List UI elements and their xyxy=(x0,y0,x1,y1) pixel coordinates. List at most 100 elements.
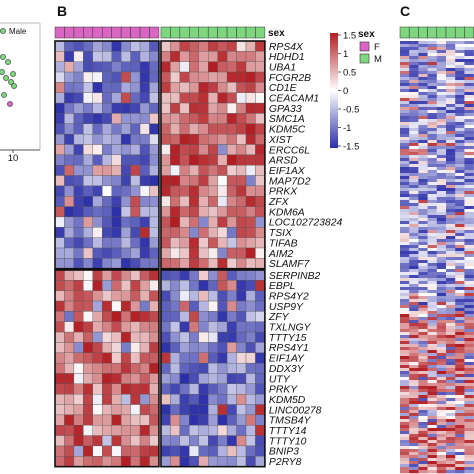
block1-cell xyxy=(179,144,190,156)
panel-c-cell xyxy=(418,203,428,207)
panel-c-cell xyxy=(464,224,474,228)
block1-cell xyxy=(73,185,84,197)
block2-cell xyxy=(120,362,131,374)
panel-c-cell xyxy=(464,278,474,282)
panel-c-cell xyxy=(409,350,419,354)
panel-c-cell xyxy=(436,263,447,267)
panel-c-cell xyxy=(436,89,447,93)
panel-c-cell xyxy=(400,140,410,144)
block1-cell xyxy=(83,102,93,114)
panel-c-cell xyxy=(418,425,428,429)
panel-c-cell xyxy=(427,134,438,138)
panel-c-cell xyxy=(418,125,428,129)
block2-cell xyxy=(120,445,131,457)
block1-cell xyxy=(245,216,256,228)
panel-c-cell xyxy=(418,200,428,204)
panel-c-cell xyxy=(455,287,465,291)
panel-c-cell xyxy=(464,227,474,231)
block1-cell xyxy=(170,133,181,145)
block2-cell xyxy=(139,311,150,322)
panel-c-cell xyxy=(455,137,465,141)
panel-c-cell xyxy=(455,464,465,468)
block2-cell xyxy=(198,352,209,364)
panel-c-cell xyxy=(455,293,465,297)
block2-cell xyxy=(83,404,93,416)
panel-c-cell xyxy=(418,272,428,276)
panel-c-cell xyxy=(409,323,419,327)
panel-c-cell xyxy=(418,98,428,102)
block2-cell xyxy=(245,311,256,322)
panel-c-cell xyxy=(436,290,447,294)
panel-c-cell xyxy=(436,428,447,432)
block2-cell xyxy=(120,383,131,395)
panel-c-cell xyxy=(409,320,419,324)
panel-c-cell xyxy=(455,215,465,219)
block1-cell xyxy=(179,258,190,269)
panel-c-cell xyxy=(436,347,447,351)
panel-c-cell xyxy=(400,92,410,96)
panel-c-cell xyxy=(427,137,438,141)
block2-cell xyxy=(189,414,199,426)
block1-cell xyxy=(64,237,75,249)
panel-c-cell xyxy=(427,113,438,117)
block1-cell xyxy=(245,154,256,166)
panel-c-cell xyxy=(436,254,447,258)
panel-c-cell xyxy=(446,443,456,447)
block2-cell xyxy=(189,280,199,291)
block1-cell xyxy=(149,61,160,73)
block1-cell xyxy=(236,133,247,145)
panel-c-cell xyxy=(436,62,447,66)
block2-cell xyxy=(208,331,218,343)
block1-male-border xyxy=(160,40,266,270)
panel-c-cell xyxy=(446,470,456,474)
panel-c-cell xyxy=(400,128,410,132)
panel-c-cell xyxy=(464,155,474,159)
panel-c-cell xyxy=(446,425,456,429)
panel-c-cell xyxy=(446,53,456,57)
block1-cell xyxy=(226,71,237,83)
block2-cell xyxy=(120,290,131,302)
panel-c-cell xyxy=(446,293,456,297)
block2-cell xyxy=(130,269,141,281)
block1-cell xyxy=(160,196,171,207)
block2-cell xyxy=(236,290,247,302)
block2-cell xyxy=(236,311,247,322)
block1-cell xyxy=(149,258,160,269)
block1-cell xyxy=(73,258,84,269)
panel-c-cell xyxy=(436,338,447,342)
panel-c-cell xyxy=(409,341,419,345)
block2-cell xyxy=(160,362,171,374)
panel-c-cell xyxy=(446,170,456,174)
block1-cell xyxy=(208,113,218,124)
panel-c-cell xyxy=(418,197,428,201)
block1-cell xyxy=(120,196,131,207)
panel-c-cell xyxy=(400,110,410,114)
block1-cell xyxy=(208,216,218,228)
block2-cell xyxy=(64,373,75,385)
panel-c-cell xyxy=(436,65,447,69)
block1-cell xyxy=(255,113,266,124)
block2-cell xyxy=(217,331,228,343)
block2-cell xyxy=(245,362,256,374)
gene-label: USP9Y xyxy=(269,302,304,313)
panel-c-cell xyxy=(436,407,447,411)
panel-c-cell xyxy=(418,122,428,126)
panel-c-cell xyxy=(446,62,456,66)
block2-cell xyxy=(236,269,247,281)
block2-cell xyxy=(226,300,237,312)
panel-c-cell xyxy=(418,149,428,153)
panel-c-cell xyxy=(436,239,447,243)
block2-cell xyxy=(92,435,103,447)
panel-c-cell xyxy=(464,458,474,462)
panel-c-cell xyxy=(418,173,428,177)
panel-c-cell xyxy=(455,335,465,339)
block1-cell xyxy=(198,237,209,249)
block2-cell xyxy=(208,280,218,291)
panel-c-cell xyxy=(400,461,410,465)
panel-c-cell xyxy=(409,296,419,300)
block2-cell xyxy=(255,404,266,416)
panel-a-point xyxy=(10,71,16,77)
panel-c-cell xyxy=(418,440,428,444)
panel-c-cell xyxy=(446,185,456,189)
block2-cell xyxy=(149,331,160,343)
